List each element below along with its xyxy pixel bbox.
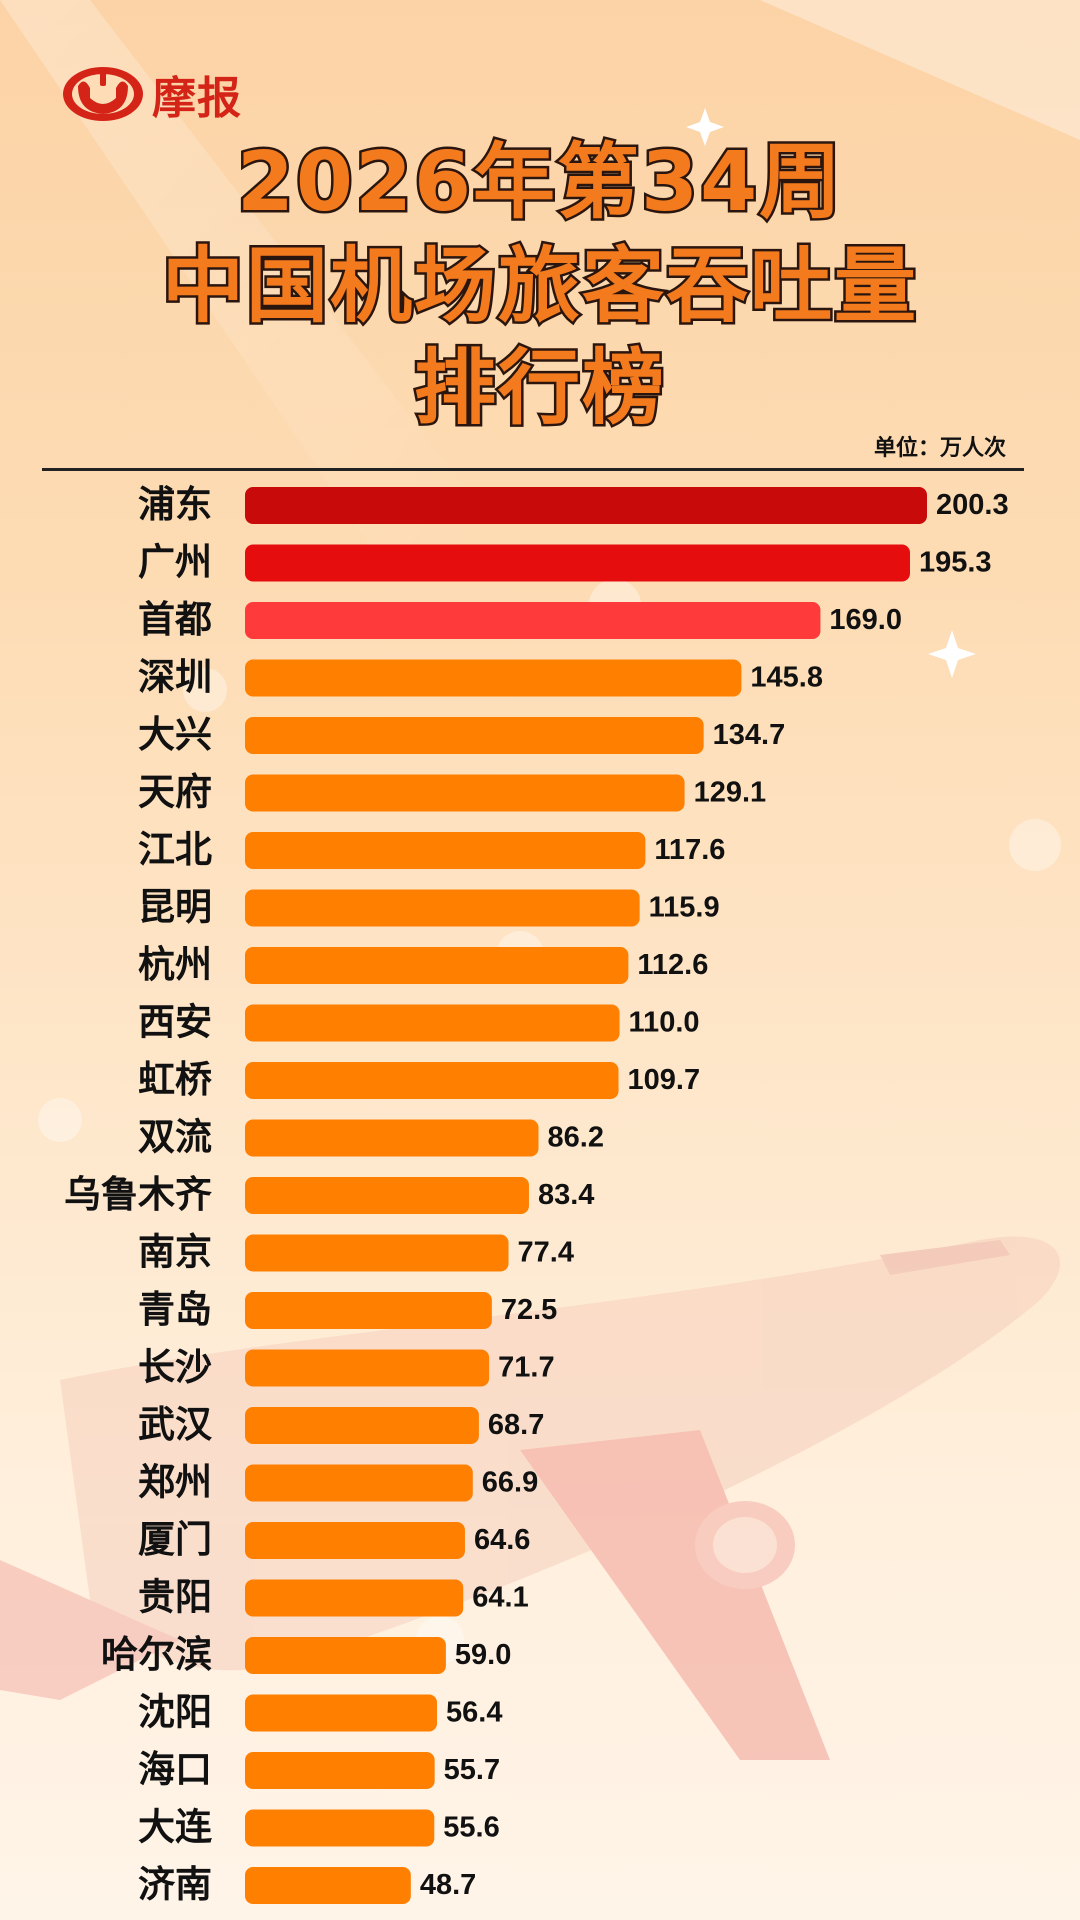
value-label: 109.7 [628, 1064, 701, 1096]
bar [245, 947, 629, 984]
bar [245, 487, 927, 524]
value-label: 71.7 [498, 1352, 554, 1384]
bar [245, 1464, 473, 1502]
title-line-2: 中国机场旅客吞吐量 [159, 239, 918, 334]
value-label: 66.9 [482, 1467, 538, 1499]
bar [245, 1694, 438, 1732]
category-label: 广州 [138, 541, 212, 584]
category-label: 厦门 [138, 1518, 212, 1561]
value-label: 169.0 [829, 604, 902, 636]
category-label: 虹桥 [138, 1058, 212, 1101]
value-label: 110.0 [629, 1007, 700, 1039]
category-label: 浦东 [138, 483, 212, 526]
bar [245, 602, 821, 639]
category-label: 双流 [138, 1116, 212, 1159]
bar [245, 659, 742, 697]
bar [245, 1407, 479, 1444]
bar [245, 774, 685, 812]
value-label: 83.4 [538, 1179, 594, 1211]
category-label: 深圳 [138, 656, 212, 699]
brand-logo-icon [63, 67, 143, 121]
value-label: 64.6 [474, 1524, 530, 1556]
category-label: 首都 [138, 598, 212, 641]
bar [245, 1119, 539, 1157]
brand-name: 摩报 [152, 73, 242, 124]
brand-logo: 摩报 [60, 62, 242, 126]
category-label: 沈阳 [138, 1691, 212, 1734]
value-label: 59.0 [455, 1639, 511, 1671]
category-label: 海口 [138, 1748, 212, 1791]
bar [245, 832, 646, 869]
bar [245, 1809, 435, 1847]
category-label: 大连 [138, 1806, 212, 1849]
category-label: 郑州 [138, 1461, 212, 1504]
value-label: 200.3 [936, 489, 1009, 521]
category-label: 昆明 [138, 886, 212, 929]
bar [245, 1234, 509, 1272]
value-label: 145.8 [750, 662, 823, 694]
bar [245, 1177, 529, 1214]
value-label: 56.4 [446, 1697, 502, 1729]
value-label: 112.6 [637, 949, 708, 981]
bar [245, 1579, 464, 1617]
bar [245, 1004, 620, 1042]
category-label: 青岛 [138, 1288, 212, 1331]
value-label: 72.5 [501, 1294, 557, 1326]
title-line-3: 排行榜 [411, 341, 666, 436]
category-label: 西安 [138, 1001, 212, 1044]
value-label: 48.7 [420, 1869, 476, 1901]
value-label: 64.1 [472, 1582, 528, 1614]
category-label: 贵阳 [138, 1576, 212, 1619]
category-label: 江北 [138, 828, 212, 871]
bar [245, 1349, 490, 1387]
value-label: 77.4 [518, 1237, 574, 1269]
category-label: 大兴 [138, 713, 212, 756]
category-label: 天府 [138, 771, 212, 814]
value-label: 55.6 [443, 1812, 499, 1844]
category-label: 武汉 [138, 1403, 213, 1446]
bar [245, 1752, 435, 1789]
title-line-1: 2026年第34周 [234, 135, 844, 230]
category-label: 杭州 [138, 943, 212, 986]
bar [245, 717, 704, 754]
category-label: 乌鲁木齐 [64, 1173, 212, 1216]
category-label: 哈尔滨 [101, 1633, 212, 1676]
value-label: 115.9 [649, 892, 720, 924]
value-label: 117.6 [654, 834, 725, 866]
bar [245, 889, 640, 927]
bar [245, 1637, 446, 1674]
bar [245, 1867, 411, 1904]
category-label: 南京 [138, 1231, 212, 1274]
bar [245, 1062, 619, 1099]
bar [245, 544, 910, 582]
value-label: 129.1 [694, 777, 767, 809]
category-label: 济南 [138, 1863, 212, 1906]
unit-label: 单位：万人次 [873, 436, 1006, 461]
bar [245, 1292, 492, 1329]
value-label: 68.7 [488, 1409, 544, 1441]
category-label: 长沙 [138, 1346, 212, 1389]
value-label: 55.7 [444, 1754, 500, 1786]
value-label: 86.2 [548, 1122, 604, 1154]
bar [245, 1522, 465, 1559]
value-label: 134.7 [713, 719, 786, 751]
header-divider [42, 468, 1024, 471]
value-label: 195.3 [919, 547, 992, 579]
